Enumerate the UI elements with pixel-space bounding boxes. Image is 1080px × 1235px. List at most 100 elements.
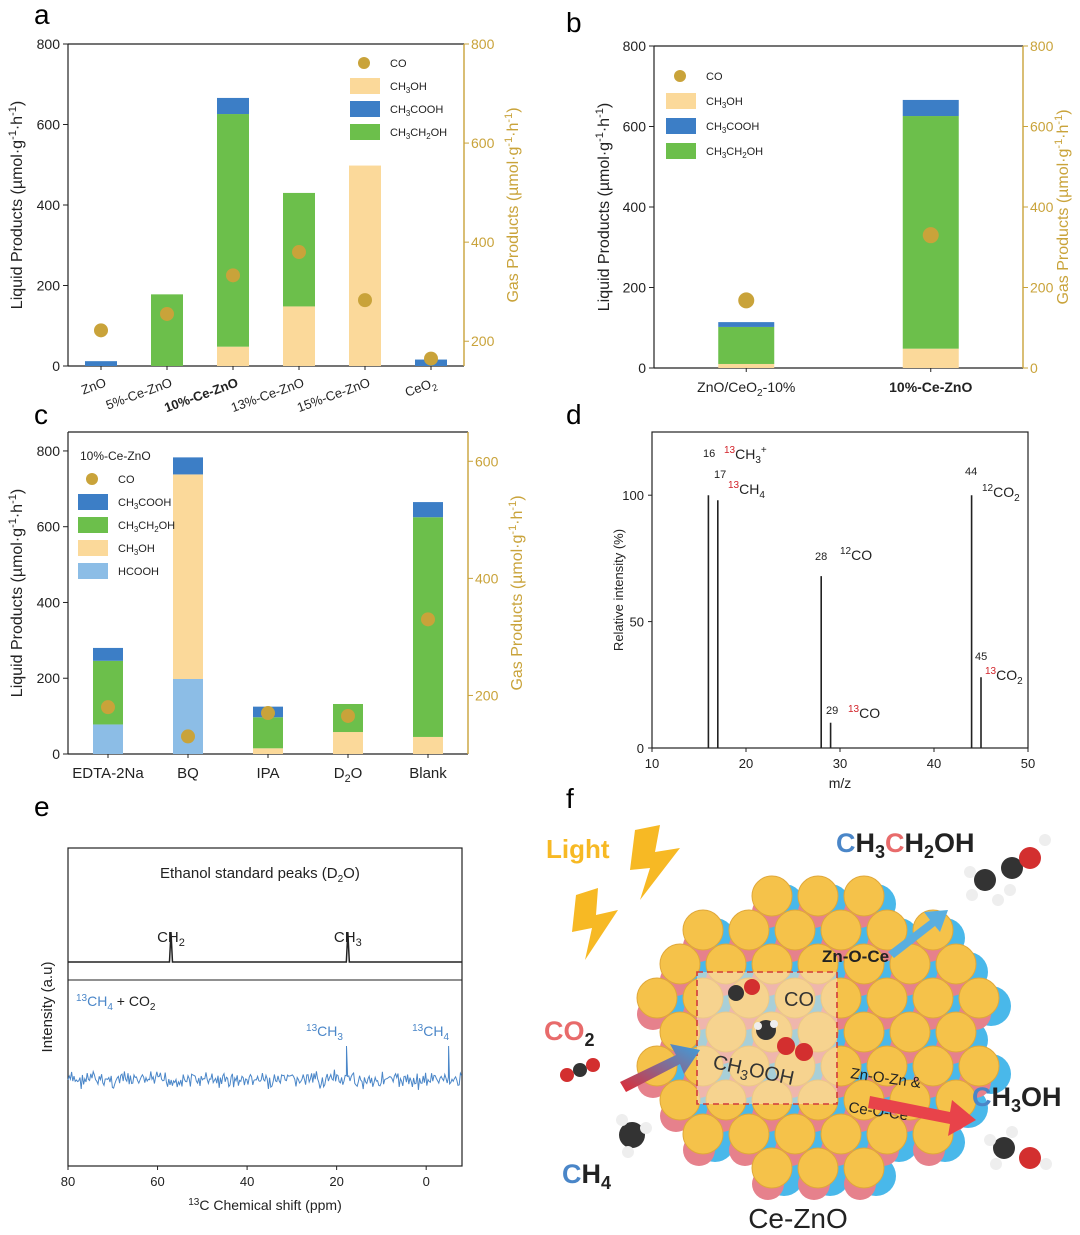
y-axis-title: Liquid Products (µmol·g-1·h-1) bbox=[594, 103, 613, 311]
bar-ch3ch2oh bbox=[93, 660, 123, 725]
lattice-atom bbox=[958, 977, 1000, 1019]
x-tick-label: CeO2 bbox=[403, 375, 439, 403]
peak-label: 13CH3 bbox=[306, 1023, 343, 1043]
methanol-molecule bbox=[984, 1126, 1052, 1170]
legend-swatch bbox=[350, 101, 380, 117]
y2-tick-label: 800 bbox=[1030, 38, 1054, 54]
bar-ch3cooh bbox=[902, 99, 959, 117]
co-point bbox=[341, 708, 355, 723]
bar-ch3oh bbox=[413, 736, 443, 754]
y-tick-label: 800 bbox=[37, 36, 61, 52]
x-tick-label: D2O bbox=[334, 765, 363, 785]
y-tick-label: 400 bbox=[37, 594, 61, 610]
legend-swatch bbox=[78, 494, 108, 510]
lattice-atom bbox=[820, 1113, 862, 1155]
lattice-atom bbox=[866, 1045, 908, 1087]
legend-label: CH3CH2OH bbox=[118, 520, 175, 534]
peak-species-label: 12CO2 bbox=[982, 483, 1020, 504]
bar-ch3ch2oh bbox=[217, 114, 249, 347]
peak-mz-label: 16 bbox=[703, 448, 715, 460]
catalyst-label: Ce-ZnO bbox=[748, 1203, 848, 1234]
lattice-atom bbox=[958, 1045, 1000, 1087]
lattice-atom bbox=[912, 1045, 954, 1087]
peak-mz-label: 45 bbox=[975, 651, 987, 663]
peak-mz-label: 29 bbox=[826, 705, 838, 717]
peak-label: CH3 bbox=[334, 929, 362, 949]
x-tick-label: 13%-Ce-ZnO bbox=[229, 375, 306, 415]
y-tick-label: 800 bbox=[37, 443, 61, 459]
y-tick-label: 100 bbox=[622, 488, 644, 503]
legend-marker bbox=[674, 70, 686, 82]
lightning-icon bbox=[572, 888, 618, 960]
lattice-atom bbox=[866, 977, 908, 1019]
y-tick-label: 0 bbox=[52, 358, 60, 374]
peak-label: CH2 bbox=[157, 929, 185, 949]
x-tick-label: 20 bbox=[739, 756, 753, 771]
x-tick-label: BQ bbox=[177, 765, 199, 782]
legend-swatch bbox=[350, 124, 380, 140]
x-tick-label: 10%-Ce-ZnO bbox=[162, 375, 240, 416]
lattice-atom bbox=[797, 875, 839, 917]
plot-frame bbox=[67, 847, 463, 1167]
panel-letter-a: a bbox=[34, 0, 50, 30]
bar-ch3ch2oh bbox=[151, 294, 183, 366]
co2-label: CO2 bbox=[544, 1016, 595, 1050]
legend-label: CH3CH2OH bbox=[706, 146, 763, 160]
x-tick-label: 50 bbox=[1021, 756, 1035, 771]
bar-ch3cooh bbox=[93, 647, 123, 661]
legend-label: CH3COOH bbox=[118, 497, 171, 511]
legend-label: CH3CH2OH bbox=[390, 127, 447, 141]
y-tick-label: 600 bbox=[37, 519, 61, 535]
legend-label: CH3OH bbox=[706, 96, 743, 110]
y-tick-label: 200 bbox=[37, 278, 61, 294]
y-axis-title: Liquid Products (µmol·g-1·h-1) bbox=[7, 101, 26, 309]
y2-tick-label: 200 bbox=[475, 687, 499, 703]
bar-hcooh bbox=[93, 724, 123, 754]
y2-axis-title: Gas Products (µmol·g-1·h-1) bbox=[507, 495, 526, 690]
bar-ch3cooh bbox=[718, 322, 775, 327]
x-tick-label: 40 bbox=[240, 1174, 254, 1189]
lattice-atom bbox=[728, 909, 770, 951]
legend-swatch bbox=[666, 118, 696, 134]
x-tick-label: 80 bbox=[61, 1174, 75, 1189]
chart-d: 10 20 30 40 50 0 50 100 m/z Relative intensity (%… bbox=[611, 431, 1035, 791]
peak-mz-label: 17 bbox=[714, 469, 726, 481]
co-point bbox=[226, 268, 240, 283]
legend-title: 10%-Ce-ZnO bbox=[80, 449, 151, 463]
x-tick-label: 60 bbox=[150, 1174, 164, 1189]
ch4-molecule bbox=[616, 1114, 652, 1158]
bar-ch3oh bbox=[217, 346, 249, 366]
y-tick-label: 0 bbox=[52, 746, 60, 762]
y2-tick-label: 400 bbox=[475, 570, 499, 586]
bar-ch3oh bbox=[349, 165, 381, 366]
ethanol-trace bbox=[68, 931, 462, 963]
bar-ch3cooh bbox=[217, 97, 249, 115]
y-tick-label: 400 bbox=[37, 197, 61, 213]
y-tick-label: 600 bbox=[37, 117, 61, 133]
bar-ch3oh bbox=[902, 348, 959, 368]
lattice-atom bbox=[659, 1079, 701, 1121]
peak-label: 13CH4 bbox=[412, 1023, 449, 1043]
legend-swatch bbox=[666, 143, 696, 159]
legend-label: CO bbox=[390, 58, 407, 70]
peak-species-label: 12CO bbox=[840, 546, 872, 563]
lattice-atom bbox=[866, 1113, 908, 1155]
y2-tick-label: 600 bbox=[475, 453, 499, 469]
x-tick-label: 15%-Ce-ZnO bbox=[295, 375, 372, 415]
co-point bbox=[424, 351, 438, 366]
lattice-atom bbox=[751, 875, 793, 917]
x-tick-label: IPA bbox=[256, 765, 279, 782]
bar-ch3oh bbox=[173, 474, 203, 679]
peak-species-label: 13CO bbox=[848, 704, 880, 721]
lattice-atom bbox=[843, 1147, 885, 1189]
peak-species-label: 13CH4 bbox=[728, 480, 765, 501]
co-point bbox=[738, 292, 755, 309]
legend-label: CO bbox=[706, 71, 723, 83]
x-tick-label: ZnO/CeO2-10% bbox=[697, 379, 795, 399]
lattice-atom bbox=[843, 1011, 885, 1053]
trace-title: Ethanol standard peaks (D2O) bbox=[160, 865, 360, 885]
x-tick-label: 20 bbox=[329, 1174, 343, 1189]
bar-ch3cooh bbox=[173, 457, 203, 475]
site-label-zn-o-ce: Zn-O-Ce bbox=[822, 947, 889, 966]
lattice-atom bbox=[774, 1113, 816, 1155]
